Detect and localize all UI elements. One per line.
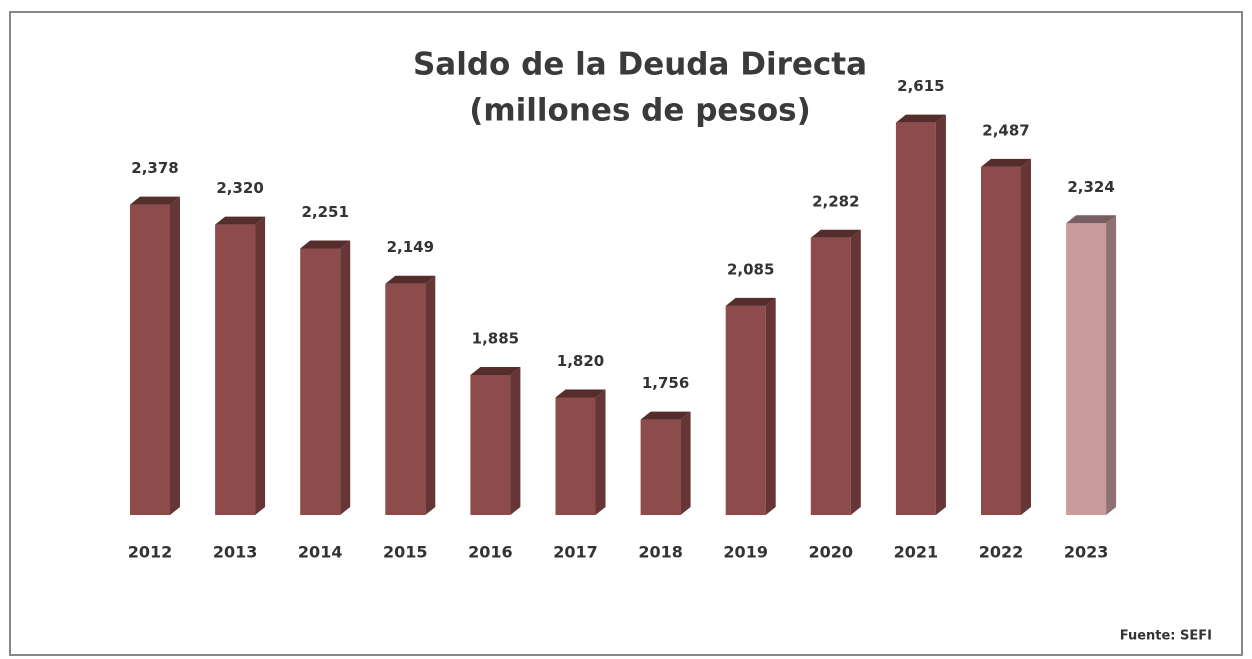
bar-side: [255, 216, 266, 515]
value-label: 1,756: [642, 374, 689, 392]
bar-side: [1021, 158, 1031, 516]
x-tick-label: 2018: [638, 543, 683, 562]
bar: [300, 248, 341, 515]
bar: [555, 397, 596, 515]
x-tick-label: 2022: [979, 543, 1024, 562]
bar-top: [895, 114, 946, 123]
bar: [725, 305, 766, 515]
bar-top: [215, 216, 266, 225]
value-label: 2,149: [387, 238, 434, 256]
bar-side: [1106, 215, 1117, 515]
chart-subtitle: (millones de pesos): [469, 93, 811, 129]
bar-top: [130, 196, 180, 205]
x-tick-label: 2017: [553, 543, 598, 562]
bar-side: [850, 229, 861, 515]
value-label: 2,282: [812, 192, 859, 210]
x-tick-label: 2021: [894, 543, 939, 562]
value-label: 2,615: [897, 77, 944, 95]
source-note: Fuente: SEFI: [1120, 629, 1212, 644]
bar: [640, 419, 681, 515]
bar: [810, 237, 851, 515]
bar: [130, 204, 170, 515]
x-tick-label: 2016: [468, 543, 513, 562]
bar-top: [385, 275, 436, 284]
x-tick-label: 2020: [809, 543, 854, 562]
bar: [385, 283, 426, 515]
x-tick-label: 2013: [213, 543, 258, 562]
x-tick-label: 2023: [1064, 543, 1109, 562]
bar-top: [981, 158, 1031, 167]
bar: [1066, 223, 1107, 515]
bar-top: [300, 240, 351, 249]
bar-side: [340, 240, 351, 515]
x-tick-label: 2019: [723, 543, 768, 562]
value-label: 2,085: [727, 260, 774, 278]
bar-top: [725, 297, 776, 306]
bar-side: [935, 114, 946, 516]
x-tick-label: 2012: [128, 543, 173, 562]
bar: [981, 166, 1021, 516]
bar-side: [680, 411, 691, 515]
bar-top: [1066, 215, 1117, 224]
value-label: 2,378: [131, 159, 178, 177]
bar-top: [470, 367, 521, 376]
bar-side: [170, 196, 180, 515]
value-label: 1,885: [472, 330, 519, 348]
bar: [895, 122, 936, 516]
bar: [215, 224, 256, 515]
bar-side: [595, 389, 606, 515]
x-tick-label: 2015: [383, 543, 428, 562]
value-label: 2,320: [216, 179, 263, 197]
chart-title: Saldo de la Deuda Directa: [413, 47, 867, 83]
bar-side: [425, 275, 436, 515]
bar: [470, 375, 511, 515]
value-label: 2,324: [1067, 178, 1114, 196]
bar-top: [555, 389, 606, 398]
x-tick-label: 2014: [298, 543, 343, 562]
value-label: 2,251: [301, 203, 348, 221]
value-label: 1,820: [557, 352, 604, 370]
value-label: 2,487: [982, 121, 1029, 139]
bar-top: [810, 229, 861, 238]
bar-side: [765, 297, 776, 515]
bar-top: [640, 411, 691, 420]
bar-side: [510, 367, 521, 515]
